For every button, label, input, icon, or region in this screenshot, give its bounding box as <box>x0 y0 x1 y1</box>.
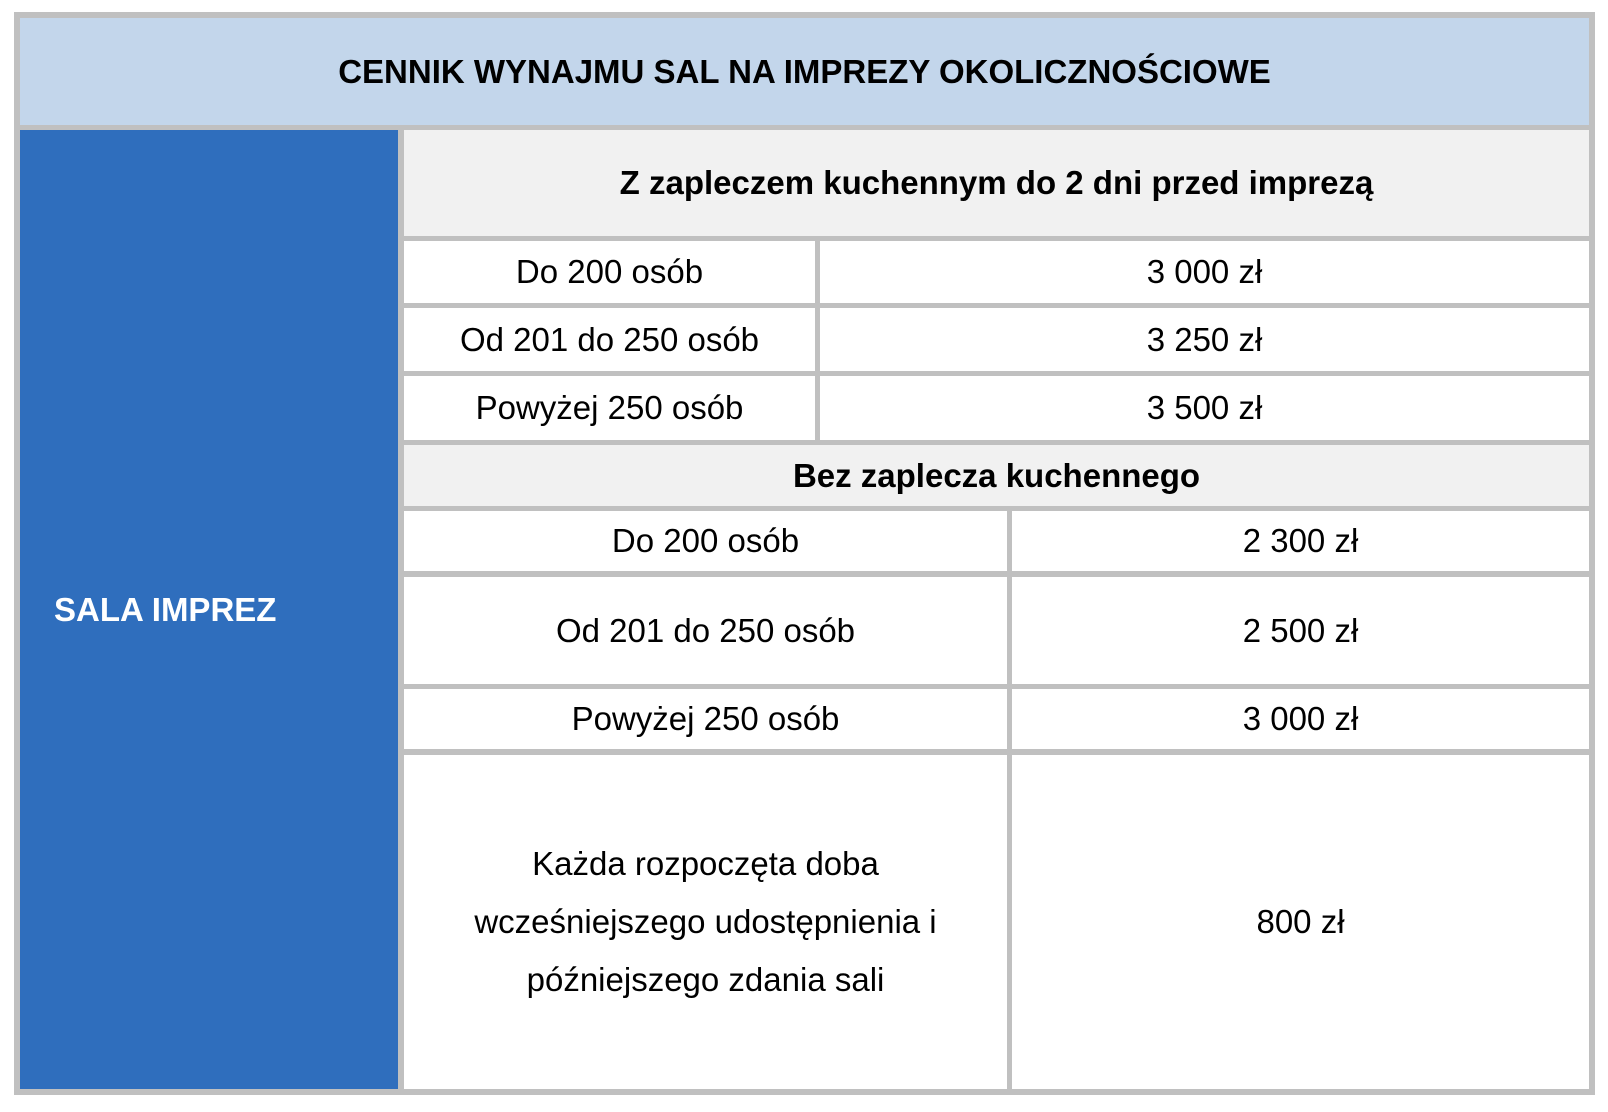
row-label: Powyżej 250 osób <box>404 376 815 440</box>
row-price: 2 500 zł <box>1012 577 1589 684</box>
extra-day-price: 800 zł <box>1012 755 1589 1089</box>
table-title: CENNIK WYNAJMU SAL NA IMPREZY OKOLICZNOŚ… <box>20 18 1589 125</box>
section-heading: Z zapleczem kuchennym do 2 dni przed imp… <box>404 130 1589 236</box>
row-label: Powyżej 250 osób <box>404 689 1007 749</box>
row-price: 2 300 zł <box>1012 511 1589 571</box>
row-label: Od 201 do 250 osób <box>404 577 1007 684</box>
hall-name: SALA IMPREZ <box>20 130 398 1089</box>
row-price: 3 000 zł <box>1012 689 1589 749</box>
row-price: 3 500 zł <box>820 376 1589 440</box>
row-label: Od 201 do 250 osób <box>404 308 815 371</box>
extra-day-label: Każda rozpoczęta doba wcześniejszego udo… <box>404 755 1007 1089</box>
row-price: 3 000 zł <box>820 241 1589 303</box>
row-label: Do 200 osób <box>404 241 815 303</box>
row-label: Do 200 osób <box>404 511 1007 571</box>
section-heading: Bez zaplecza kuchennego <box>404 445 1589 506</box>
row-price: 3 250 zł <box>820 308 1589 371</box>
